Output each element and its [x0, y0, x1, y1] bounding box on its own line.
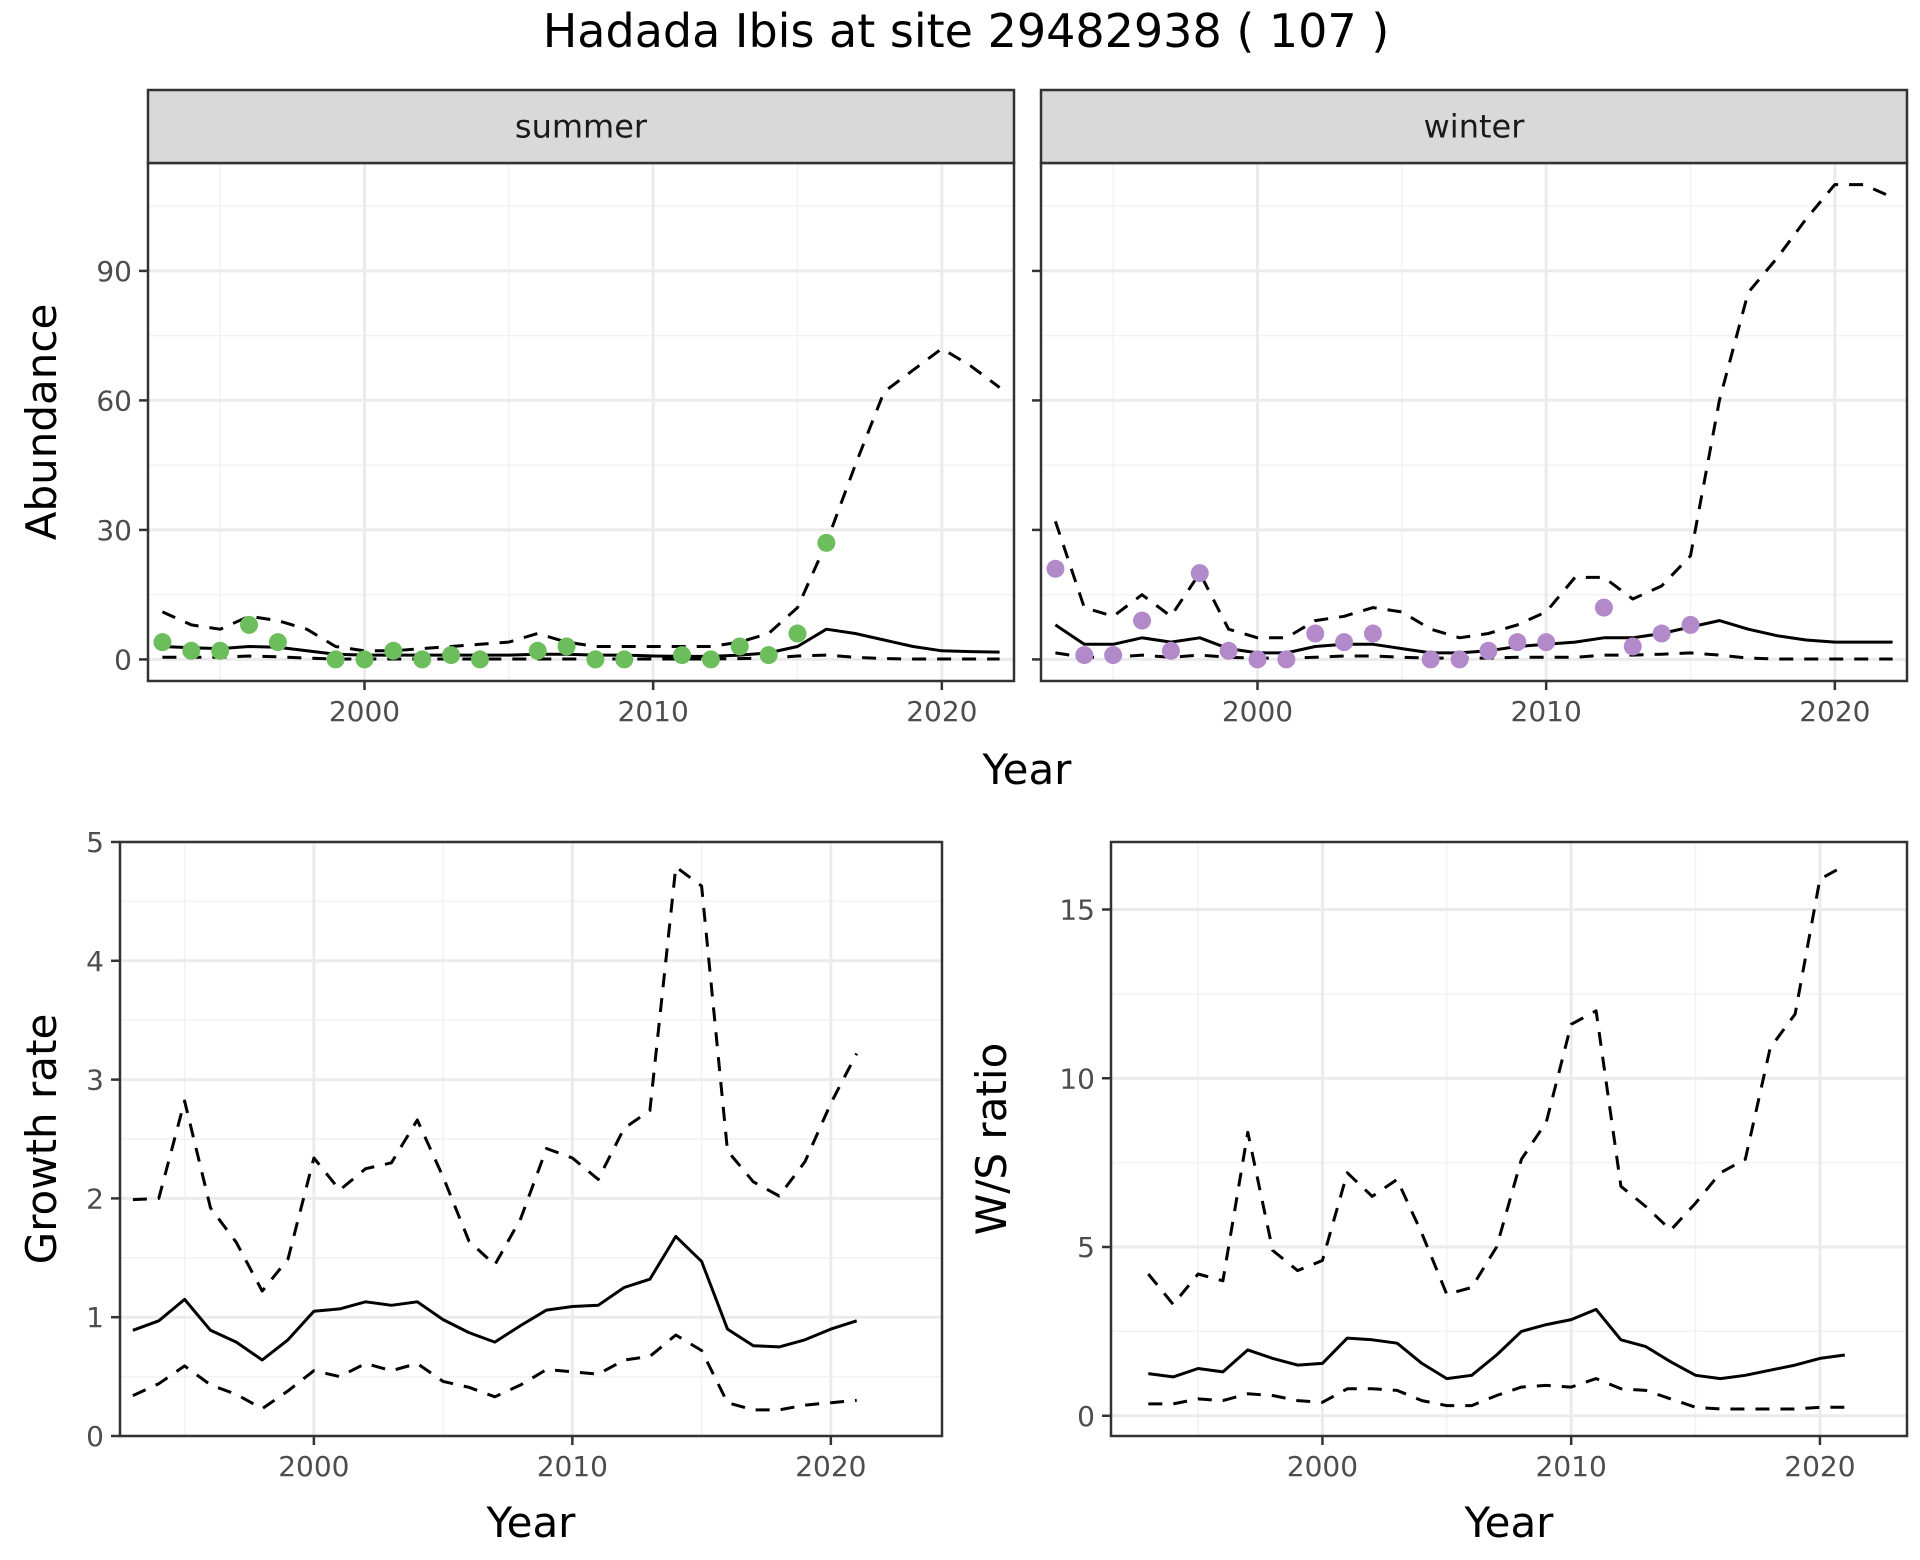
x-axis-title: Year	[982, 745, 1073, 794]
x-tick-label: 2000	[329, 695, 400, 728]
facet-strip-label: winter	[1424, 108, 1526, 146]
x-tick-label: 2000	[1287, 1450, 1358, 1483]
data-point-observed	[442, 646, 461, 665]
x-tick-label: 2020	[906, 695, 977, 728]
data-point-observed	[1190, 564, 1209, 583]
data-point-observed	[1594, 598, 1613, 617]
data-point-observed	[1277, 650, 1296, 669]
y-tick-label: 0	[1077, 1400, 1095, 1433]
data-point-observed	[1508, 633, 1527, 652]
y-tick-label: 15	[1059, 894, 1095, 927]
x-tick-label: 2000	[278, 1450, 349, 1483]
data-point-observed	[557, 637, 576, 656]
series-line-upper	[1147, 864, 1846, 1306]
x-tick-label: 2010	[1536, 1450, 1607, 1483]
data-point-observed	[326, 650, 345, 669]
data-point-observed	[788, 624, 807, 643]
data-point-observed	[1104, 646, 1123, 665]
y-tick-label: 5	[86, 826, 104, 859]
panel-border	[1039, 161, 1909, 683]
data-point-observed	[1652, 624, 1671, 643]
data-point-observed	[759, 646, 778, 665]
data-point-observed	[1681, 615, 1700, 634]
data-point-observed	[615, 650, 634, 669]
data-point-observed	[1421, 650, 1440, 669]
series-line-estimate	[1054, 619, 1893, 655]
data-point-observed	[384, 641, 403, 660]
panel-border	[118, 840, 944, 1438]
data-point-observed	[1075, 646, 1094, 665]
data-point-observed	[153, 633, 172, 652]
data-point-observed	[240, 615, 259, 634]
x-axis-title: Year	[1464, 1498, 1555, 1547]
data-point-observed	[673, 646, 692, 665]
x-tick-label: 2010	[537, 1450, 608, 1483]
y-tick-label: 0	[86, 1420, 104, 1453]
facet-strip	[1039, 88, 1909, 165]
data-point-observed	[817, 533, 836, 552]
x-axis-title: Year	[486, 1498, 577, 1547]
y-tick-label: 60	[96, 384, 132, 417]
y-tick-label: 10	[1059, 1062, 1095, 1095]
data-point-observed	[701, 650, 720, 669]
data-point-observed	[1248, 650, 1267, 669]
panel-border	[1109, 840, 1909, 1438]
series-line-estimate	[132, 1234, 858, 1362]
series-line-upper	[132, 865, 859, 1293]
panel-border	[146, 161, 1016, 683]
y-tick-label: 4	[86, 945, 104, 978]
data-point-observed	[211, 641, 230, 660]
x-tick-label: 2000	[1222, 695, 1293, 728]
x-tick-label: 2010	[618, 695, 689, 728]
series-line-upper	[161, 347, 1001, 653]
y-tick-label: 3	[86, 1064, 104, 1097]
data-point-observed	[268, 633, 287, 652]
y-tick-label: 1	[86, 1301, 104, 1334]
data-point-observed	[730, 637, 749, 656]
data-point-observed	[1479, 641, 1498, 660]
series-line-upper	[1053, 183, 1894, 640]
series-line-lower	[1148, 1377, 1845, 1411]
data-point-observed	[413, 650, 432, 669]
y-tick-label: 2	[86, 1182, 104, 1215]
data-point-observed	[1537, 633, 1556, 652]
y-tick-label: 30	[96, 514, 132, 547]
y-tick-label: 5	[1077, 1231, 1095, 1264]
figure-title: Hadada Ibis at site 29482938 ( 107 )	[543, 4, 1390, 58]
data-point-observed	[182, 641, 201, 660]
y-tick-label: 0	[114, 643, 132, 676]
y-axis-title: Abundance	[17, 304, 66, 541]
facet-strip	[146, 88, 1016, 165]
data-point-observed	[1335, 633, 1354, 652]
series-line-estimate	[162, 627, 1000, 658]
y-tick-label: 90	[96, 255, 132, 288]
panel-growth-rate: 2000 2010 2020 0 1 2 3 4 5 Year Growth rate	[17, 826, 944, 1547]
data-point-observed	[1161, 641, 1180, 660]
data-point-observed	[1046, 559, 1065, 578]
y-axis-title: W/S ratio	[967, 1043, 1016, 1236]
y-axis-title: Growth rate	[17, 1014, 66, 1265]
facet-strip-label: summer	[515, 108, 648, 146]
data-point-observed	[528, 641, 547, 660]
data-point-observed	[355, 650, 374, 669]
x-tick-label: 2010	[1511, 695, 1582, 728]
x-tick-label: 2020	[795, 1450, 866, 1483]
panel-summer: summer 2000 2010 2020 0 30 60 90 Abundance	[17, 88, 1016, 728]
panel-ws-ratio: 2000 2010 2020 0 5 10 15 Year W/S ratio	[967, 840, 1909, 1547]
data-point-observed	[1133, 611, 1152, 630]
series-line-lower	[132, 1333, 857, 1412]
data-point-observed	[1363, 624, 1382, 643]
x-tick-label: 2020	[1784, 1450, 1855, 1483]
data-point-observed	[1623, 637, 1642, 656]
data-point-observed	[1306, 624, 1325, 643]
data-point-observed	[470, 650, 489, 669]
panel-winter: winter 2000 2010 2020 Year	[982, 88, 1909, 794]
x-tick-label: 2020	[1799, 695, 1870, 728]
series-line-estimate	[1148, 1307, 1846, 1381]
data-point-observed	[586, 650, 605, 669]
data-point-observed	[1219, 641, 1238, 660]
data-point-observed	[1450, 650, 1469, 669]
